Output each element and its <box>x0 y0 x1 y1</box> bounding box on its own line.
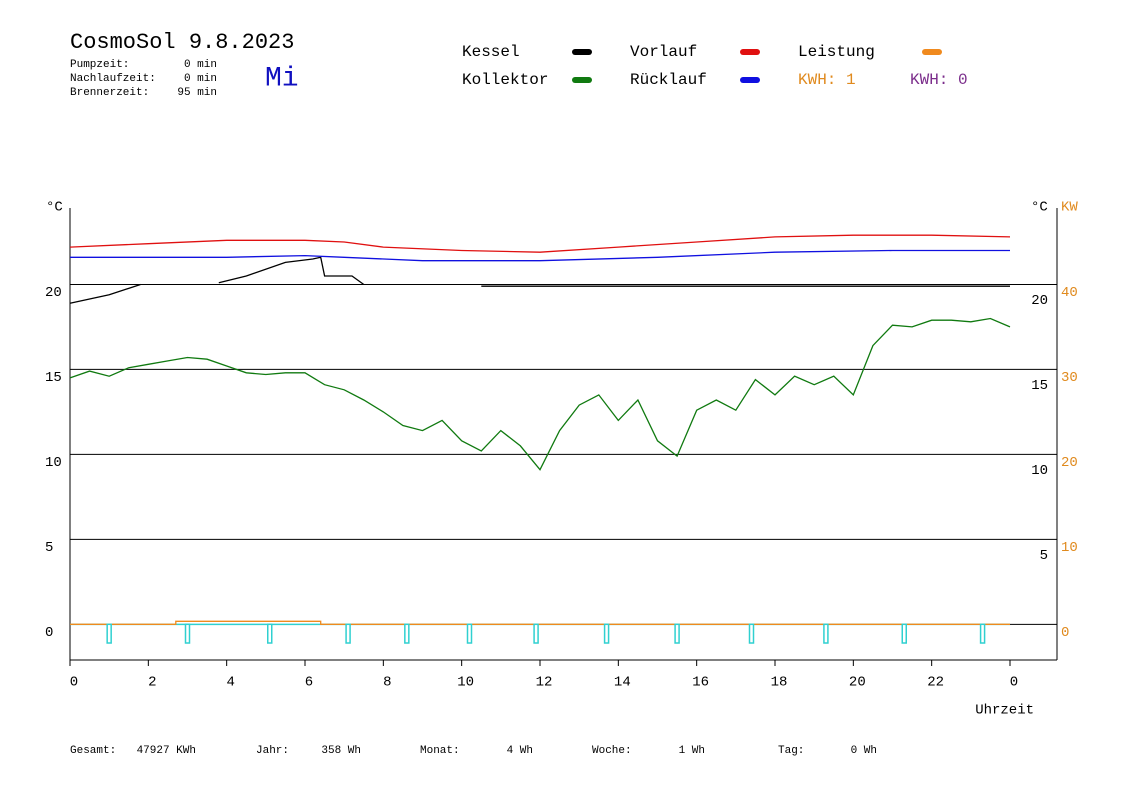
stat-value: 0 min <box>184 73 217 85</box>
pump-pulse <box>466 623 473 644</box>
stat-label: Pumpzeit: <box>70 59 129 71</box>
x-tick-label: 22 <box>927 675 944 691</box>
y-tick-label: 5 <box>45 540 53 556</box>
footer-label: Tag: <box>778 745 804 757</box>
y-tick-label: 20 <box>45 285 62 301</box>
y-tick-label-right: 20 <box>1031 293 1048 309</box>
x-tick-label: 10 <box>457 675 474 691</box>
kwh-label: KWH: 1 <box>798 71 856 89</box>
footer-value: 1 Wh <box>679 745 705 757</box>
pump-pulse <box>901 623 907 644</box>
stat-label: Nachlaufzeit: <box>70 73 156 85</box>
y-unit-right: °C <box>1031 200 1048 216</box>
y2-tick-label: 0 <box>1061 625 1069 641</box>
pump-pulse <box>979 623 986 644</box>
footer-label: Jahr: <box>256 745 289 757</box>
y-tick-label-right: 15 <box>1031 378 1048 394</box>
footer-value: 358 Wh <box>321 745 361 757</box>
y2-unit: KW <box>1061 200 1078 216</box>
x-tick-label: 2 <box>148 675 156 691</box>
x-tick-label: 0 <box>70 675 78 691</box>
legend-label: Vorlauf <box>630 43 697 61</box>
x-tick-label: 12 <box>536 675 553 691</box>
pump-pulse <box>267 623 273 644</box>
y-tick-label: 10 <box>45 455 62 471</box>
y-tick-label-right: 10 <box>1031 463 1048 479</box>
pump-pulse <box>533 623 539 644</box>
pump-pulse <box>823 623 829 644</box>
pump-pulse <box>603 623 610 644</box>
x-tick-label: 0 <box>1010 675 1018 691</box>
stat-value: 95 min <box>177 87 217 99</box>
x-tick-label: 4 <box>226 675 234 691</box>
weekday: Mi <box>265 63 299 94</box>
kwh-label: KWH: 0 <box>910 71 968 89</box>
stat-value: 0 min <box>184 59 217 71</box>
x-tick-label: 8 <box>383 675 391 691</box>
x-tick-label: 18 <box>771 675 788 691</box>
y2-tick-label: 10 <box>1061 540 1078 556</box>
footer-value: 47927 KWh <box>137 745 196 757</box>
title: CosmoSol 9.8.2023 <box>70 30 294 55</box>
x-axis-label: Uhrzeit <box>975 703 1034 719</box>
y-tick-label: 15 <box>45 370 62 386</box>
pump-pulse <box>748 623 755 644</box>
x-tick-label: 6 <box>305 675 313 691</box>
footer-label: Woche: <box>592 745 632 757</box>
y2-tick-label: 20 <box>1061 455 1078 471</box>
series-line <box>70 620 1010 625</box>
pump-pulse <box>184 623 191 644</box>
pump-pulse <box>345 623 351 644</box>
series-line <box>69 317 1011 471</box>
legend-label: Leistung <box>798 43 875 61</box>
series-line <box>69 256 1010 304</box>
y2-tick-label: 30 <box>1061 370 1078 386</box>
y-unit: °C <box>46 200 63 216</box>
y2-tick-label: 40 <box>1061 285 1078 301</box>
series-line <box>70 249 1010 262</box>
legend-label: Rücklauf <box>630 71 707 89</box>
footer-value: 0 Wh <box>851 745 877 757</box>
x-tick-label: 20 <box>849 675 866 691</box>
pump-pulse <box>106 623 112 644</box>
y-tick-label: 0 <box>45 625 53 641</box>
legend-label: Kollektor <box>462 71 548 89</box>
pump-pulse <box>404 623 410 644</box>
y-tick-label-right: 5 <box>1040 548 1048 564</box>
legend-label: Kessel <box>462 43 520 61</box>
pump-pulse <box>674 623 680 644</box>
series-line <box>69 234 1011 253</box>
footer-label: Monat: <box>420 745 460 757</box>
stat-label: Brennerzeit: <box>70 87 149 99</box>
footer-value: 4 Wh <box>507 745 533 757</box>
footer-label: Gesamt: <box>70 745 116 757</box>
x-tick-label: 14 <box>614 675 631 691</box>
x-tick-label: 16 <box>692 675 709 691</box>
